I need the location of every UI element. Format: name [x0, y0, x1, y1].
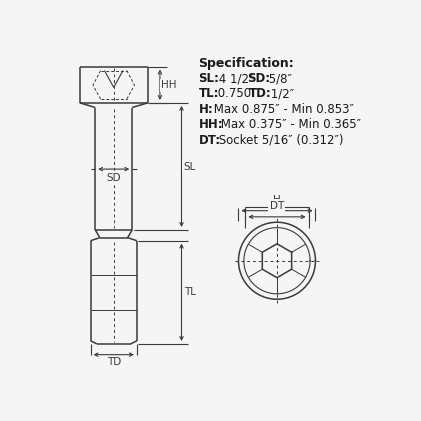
Text: Specification:: Specification:	[198, 57, 294, 70]
Text: H: H	[273, 195, 281, 205]
Text: SD: SD	[107, 173, 121, 183]
Text: 4 1/2″: 4 1/2″	[215, 72, 257, 85]
Text: TD: TD	[107, 357, 121, 368]
Text: 5/8″: 5/8″	[265, 72, 292, 85]
Text: HH: HH	[161, 80, 177, 90]
Text: 0.750″: 0.750″	[214, 88, 259, 101]
Text: TL:: TL:	[198, 88, 219, 101]
Text: SL: SL	[184, 162, 196, 172]
Text: Max 0.875″ - Min 0.853″: Max 0.875″ - Min 0.853″	[210, 103, 354, 116]
Text: 1/2″: 1/2″	[266, 88, 294, 101]
Text: Max 0.375″ - Min 0.365″: Max 0.375″ - Min 0.365″	[217, 118, 361, 131]
Text: H: H	[273, 195, 281, 205]
Text: H:: H:	[198, 103, 213, 116]
Text: SD:: SD:	[247, 72, 270, 85]
Text: HH:: HH:	[198, 118, 223, 131]
Text: DT: DT	[270, 201, 284, 210]
Text: Socket 5/16″ (0.312″): Socket 5/16″ (0.312″)	[216, 134, 344, 147]
Text: TL: TL	[184, 287, 196, 297]
Text: SL:: SL:	[198, 72, 219, 85]
Text: TD:: TD:	[249, 88, 272, 101]
Text: DT:: DT:	[198, 134, 221, 147]
